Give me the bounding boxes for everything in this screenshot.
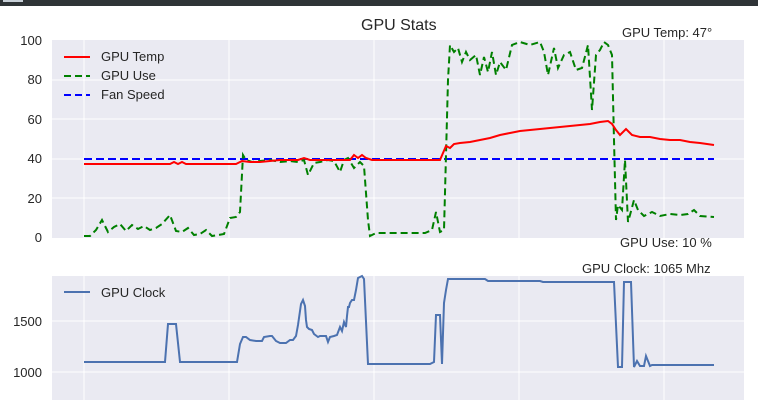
legend-label-fan-speed: Fan Speed [101, 87, 165, 102]
gpu-clock-line [84, 274, 714, 368]
y-tick-0: 0 [34, 230, 42, 245]
legend-label-gpu-clock: GPU Clock [101, 285, 166, 300]
legend-label-gpu-use: GPU Use [101, 68, 156, 83]
gpu-use-readout: GPU Use: 10 % [620, 235, 712, 250]
gpu-temp-readout: GPU Temp: 47° [622, 25, 713, 40]
window-tab[interactable] [3, 0, 23, 2]
legend-label-gpu-temp: GPU Temp [101, 49, 165, 64]
chart-title: GPU Stats [361, 17, 437, 34]
y-tick-20: 20 [27, 191, 42, 206]
bottom-plot-area [52, 274, 744, 400]
top-legend [64, 56, 90, 96]
y-tick-1500: 1500 [13, 314, 42, 329]
y-tick-40: 40 [27, 151, 42, 166]
y-tick-80: 80 [27, 72, 42, 87]
gpu-use-line [84, 40, 715, 238]
gpu-temp-line [84, 119, 715, 166]
y-tick-60: 60 [27, 112, 42, 127]
gpu-clock-readout: GPU Clock: 1065 Mhz [582, 261, 711, 276]
y-tick-100: 100 [20, 33, 42, 48]
window-title-bar [0, 0, 758, 6]
y-tick-1000: 1000 [13, 365, 42, 380]
top-plot-area [52, 40, 744, 238]
